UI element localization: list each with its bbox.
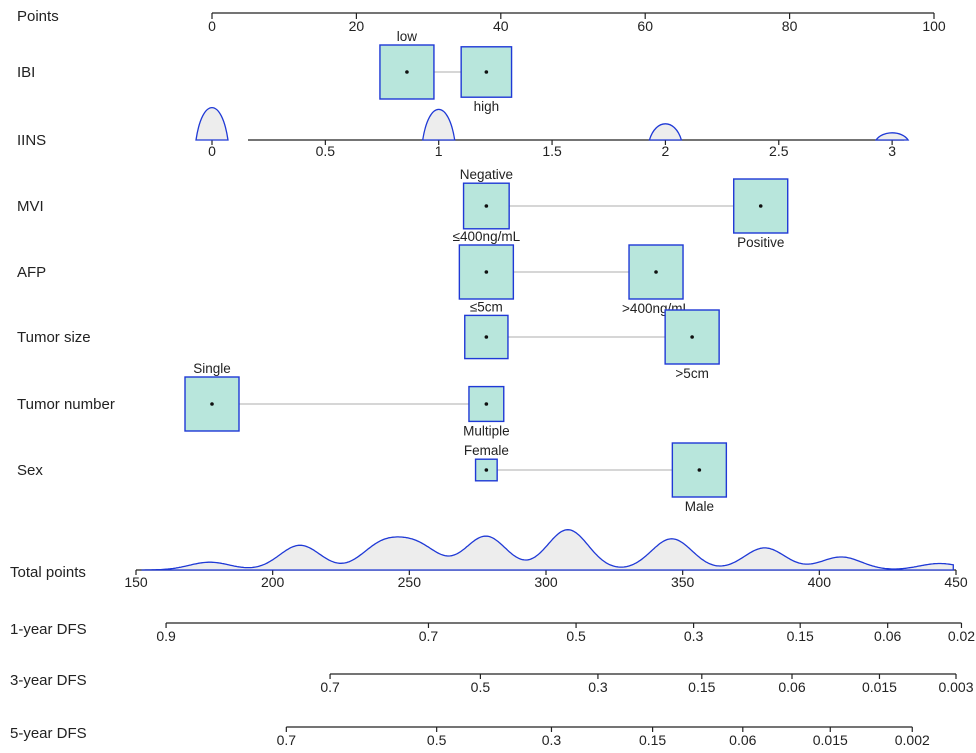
iins-axis-tick-label: 2	[662, 143, 670, 159]
level-point	[210, 402, 214, 406]
iins-density-hump	[421, 109, 456, 141]
level-point	[484, 468, 489, 472]
level-point	[484, 270, 489, 274]
dfs-axis-tick-label: 0.15	[688, 679, 715, 695]
row-label-afp: AFP	[17, 264, 46, 281]
level-label: Multiple	[463, 423, 510, 438]
dfs-axis-tick-label: 0.015	[862, 679, 897, 695]
total-points-tick-label: 250	[398, 574, 422, 590]
dfs-axis-tick-label: 0.3	[588, 679, 608, 695]
dfs-axis-tick-label: 0.06	[778, 679, 805, 695]
dfs-axis-label: 3-year DFS	[10, 672, 87, 689]
row-labels: Points IBI IINS MVI AFP Tumor size Tumor numbe…	[10, 8, 115, 742]
dfs-axis-label: 5-year DFS	[10, 725, 87, 742]
dfs-axis-tick-label: 0.7	[277, 732, 297, 748]
level-point	[697, 468, 702, 472]
dfs-axis-tick-label: 0.7	[419, 628, 439, 644]
level-label: Negative	[460, 167, 513, 182]
level-label: Female	[464, 443, 509, 458]
iins-density-hump	[874, 132, 910, 141]
dfs-axis-tick-label: 0.5	[471, 679, 491, 695]
total-points-label: Total points	[10, 564, 86, 581]
row-label-tumor-number: Tumor number	[17, 396, 115, 413]
points-axis-label: Points	[17, 8, 59, 25]
dfs-axis-tick-label: 0.02	[948, 628, 975, 644]
total-points-density	[141, 529, 954, 571]
marks: lowhighNegativePositive≤400ng/mL>400ng/m…	[141, 29, 954, 571]
dfs-axis-tick-label: 0.015	[813, 732, 848, 748]
dfs-axis-label: 1-year DFS	[10, 621, 87, 638]
dfs-axis-tick-label: 0.06	[874, 628, 901, 644]
iins-density-hump	[648, 123, 683, 141]
dfs-axis-tick-label: 0.5	[566, 628, 586, 644]
level-point	[654, 270, 658, 274]
total-points-tick-label: 450	[944, 574, 968, 590]
dfs-axis-tick-label: 0.15	[787, 628, 814, 644]
row-label-tumor-size: Tumor size	[17, 329, 91, 346]
total-points-tick-label: 400	[808, 574, 832, 590]
iins-axis-tick-label: 1	[435, 143, 443, 159]
level-point	[690, 335, 694, 339]
level-label: low	[397, 29, 418, 44]
level-point	[758, 204, 763, 208]
iins-axis-tick-label: 2.5	[769, 143, 789, 159]
row-label-mvi: MVI	[17, 198, 44, 215]
dfs-axis-tick-label: 0.7	[320, 679, 340, 695]
iins-density-hump	[195, 107, 229, 141]
points-axis-tick-label: 40	[493, 18, 509, 34]
dfs-axis-tick-label: 0.002	[895, 732, 930, 748]
level-point	[405, 70, 409, 74]
dfs-axis-tick-label: 0.5	[427, 732, 447, 748]
iins-axis-tick-label: 3	[888, 143, 896, 159]
level-label: ≤5cm	[470, 299, 503, 314]
row-label-iins: IINS	[17, 132, 46, 149]
level-point	[484, 204, 489, 208]
level-label: >5cm	[675, 366, 708, 381]
level-label: Single	[193, 361, 231, 376]
level-label: Male	[685, 499, 714, 514]
axes: 0 20 40 60 80 100 0 0.5 1 1.5 2 2.5 3 150 200 250 300 350…	[124, 12, 975, 748]
row-label-ibi: IBI	[17, 64, 35, 81]
total-points-tick-label: 300	[534, 574, 558, 590]
points-axis-tick-label: 80	[782, 18, 798, 34]
dfs-axis-tick-label: 0.06	[729, 732, 756, 748]
total-points-tick-label: 200	[261, 574, 285, 590]
iins-axis-tick-label: 0.5	[316, 143, 336, 159]
level-label: ≤400ng/mL	[453, 229, 521, 244]
points-axis-tick-label: 60	[637, 18, 653, 34]
points-axis-tick-label: 20	[349, 18, 365, 34]
total-points-tick-label: 150	[124, 574, 148, 590]
dfs-axis-tick-label: 0.003	[938, 679, 973, 695]
dfs-axis-tick-label: 0.3	[684, 628, 704, 644]
level-label: Positive	[737, 235, 784, 250]
iins-axis-tick-label: 0	[208, 143, 216, 159]
level-label: high	[474, 99, 500, 114]
iins-axis-tick-label: 1.5	[542, 143, 562, 159]
level-point	[484, 70, 489, 74]
points-axis-tick-label: 100	[922, 18, 946, 34]
dfs-axis-tick-label: 0.15	[639, 732, 666, 748]
row-label-sex: Sex	[17, 462, 43, 479]
points-axis-tick-label: 0	[208, 18, 216, 34]
level-point	[484, 335, 489, 339]
dfs-axis-tick-label: 0.9	[156, 628, 176, 644]
total-points-tick-label: 350	[671, 574, 695, 590]
level-point	[484, 402, 489, 406]
dfs-axis-tick-label: 0.3	[542, 732, 562, 748]
